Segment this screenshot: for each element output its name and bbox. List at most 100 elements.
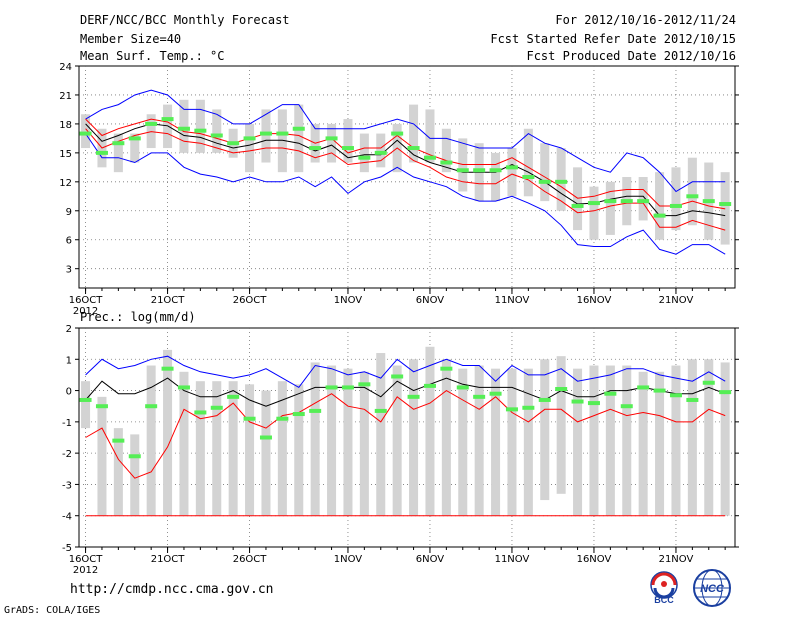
prec-ytick-label: -4 — [62, 512, 72, 523]
temp-median-marker — [259, 131, 272, 136]
temp-spread-box — [359, 133, 369, 173]
prec-spread-box — [228, 381, 238, 516]
prec-spread-box — [622, 365, 632, 516]
prec-median-marker — [112, 438, 125, 443]
temp-frame — [78, 65, 736, 289]
prec-variable-label: Prec.: log(mm/d) — [80, 310, 196, 324]
temp-spread-box — [212, 109, 222, 153]
temp-spread-box — [540, 143, 550, 202]
prec-spread-box — [310, 362, 320, 516]
temp-median-marker — [276, 131, 289, 136]
temp-median-marker — [177, 126, 190, 131]
prec-spread-box — [491, 368, 501, 516]
temp-median-marker — [112, 141, 125, 146]
temp-spread-box — [671, 167, 681, 231]
prec-xtick-label: 11NOV — [495, 554, 530, 565]
temp-median-marker — [243, 136, 256, 141]
prec-spread-box — [573, 368, 583, 516]
prec-xtick-label: 6NOV — [416, 554, 445, 565]
prec-median-marker — [440, 366, 453, 371]
prec-line-mean-minus-sd — [85, 390, 726, 479]
prec-ytick-label: -3 — [62, 480, 72, 491]
member-size: Member Size=40 — [80, 32, 182, 46]
prec-median-marker — [505, 407, 518, 412]
temp-variable-label: Mean Surf. Temp.: °C — [80, 49, 225, 63]
temp-median-marker — [440, 160, 453, 165]
temp-spread-box — [195, 99, 205, 153]
temp-median-marker — [571, 203, 584, 208]
prec-spread-box — [704, 359, 714, 516]
temp-spread-box — [261, 109, 271, 163]
prec-spread-box — [523, 368, 533, 516]
prec-spread-box — [179, 371, 189, 516]
temp-spread-box — [245, 123, 255, 173]
prec-median-marker — [227, 394, 240, 399]
prec-spread-box — [655, 371, 665, 516]
prec-median-marker — [620, 404, 633, 409]
prec-median-marker — [292, 412, 305, 417]
temp-median-marker — [145, 121, 158, 126]
temp-xtick-label: 16NOV — [577, 295, 612, 306]
prec-spread-box — [507, 368, 517, 516]
temp-ytick-label: 3 — [66, 265, 72, 276]
temp-spread-box — [441, 128, 451, 173]
prec-xtick-label: 21NOV — [659, 554, 694, 565]
prec-line-ensemble-max — [85, 355, 726, 389]
prec-spread-box — [97, 396, 107, 516]
prec-spread-box — [343, 368, 353, 516]
prec-ytick-label: -1 — [62, 418, 72, 429]
prec-spread-box — [605, 365, 615, 516]
prec-median-marker — [604, 391, 617, 396]
prec-spread-box — [261, 390, 271, 516]
refer-date: Fcst Started Refer Date 2012/10/15 — [490, 32, 736, 46]
prec-spread-box — [720, 362, 730, 516]
temp-ytick-label: 12 — [59, 178, 72, 189]
temp-spread-box — [491, 152, 501, 202]
temp-median-marker — [489, 168, 502, 173]
prec-median-marker — [391, 374, 404, 379]
temp-median-marker — [227, 141, 240, 146]
temp-line-ensemble-mean — [85, 123, 726, 217]
prec-median-marker — [653, 388, 666, 393]
prec-median-marker — [161, 366, 174, 371]
temp-spread-box — [720, 172, 730, 245]
temp-spread-box — [523, 128, 533, 197]
temp-median-marker — [210, 133, 223, 138]
temp-median-marker — [653, 213, 666, 218]
prec-median-marker — [637, 385, 650, 390]
prec-spread-box — [556, 356, 566, 494]
temp-median-marker — [555, 179, 568, 184]
prec-median-marker — [309, 408, 322, 413]
prec-median-marker — [407, 394, 420, 399]
temp-spread-box — [507, 148, 517, 197]
temp-ytick-label: 15 — [59, 149, 72, 160]
source-url[interactable]: http://cmdp.ncc.cma.gov.cn — [70, 582, 274, 597]
temp-year-label: 2012 — [73, 306, 98, 317]
temp-xtick-label: 1NOV — [334, 295, 363, 306]
prec-median-marker — [194, 410, 207, 415]
prec-spread-box — [163, 349, 173, 516]
temp-spread-box — [130, 133, 140, 163]
prec-xtick-label: 16OCT — [69, 554, 104, 565]
temp-xtick-label: 6NOV — [416, 295, 445, 306]
prec-median-marker — [341, 385, 354, 390]
prec-spread-box — [687, 359, 697, 516]
prec-spread-box — [130, 434, 140, 516]
prec-median-marker — [358, 382, 371, 387]
temp-median-marker — [637, 199, 650, 204]
temp-median-marker — [309, 146, 322, 151]
prec-spread-box — [671, 365, 681, 516]
produced-date: Fcst Produced Date 2012/10/16 — [526, 49, 736, 63]
prec-median-marker — [702, 380, 715, 385]
prec-spread-box — [425, 346, 435, 516]
temp-median-marker — [686, 194, 699, 199]
temp-median-marker — [522, 175, 535, 179]
prec-spread-box — [474, 365, 484, 516]
prec-median-marker — [423, 383, 436, 388]
prec-median-marker — [259, 435, 272, 440]
prec-median-marker — [243, 416, 256, 421]
temp-median-marker — [95, 150, 108, 155]
temp-spread-box — [81, 114, 91, 149]
forecast-period: For 2012/10/16-2012/11/24 — [555, 13, 736, 27]
